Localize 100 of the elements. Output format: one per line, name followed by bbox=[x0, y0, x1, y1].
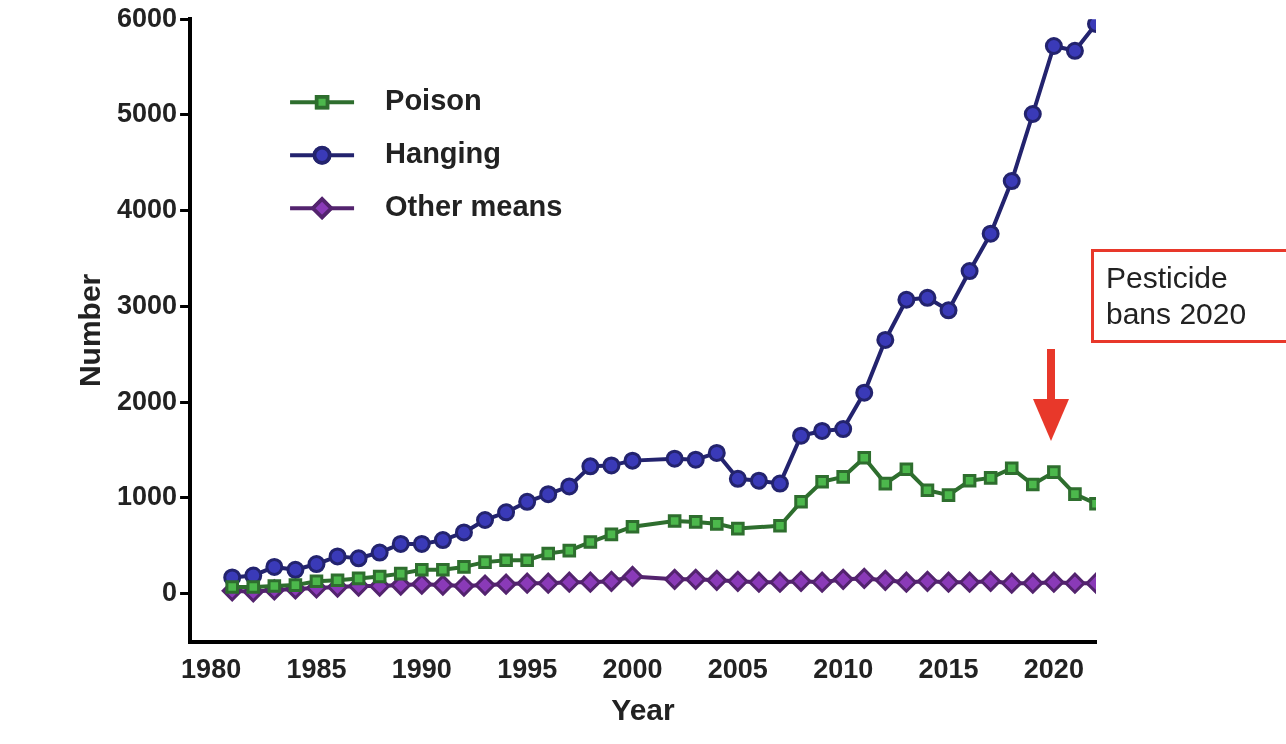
point bbox=[667, 514, 682, 528]
point bbox=[432, 574, 454, 596]
point bbox=[518, 492, 537, 511]
point bbox=[520, 553, 534, 568]
point bbox=[562, 543, 577, 558]
y-tick-label: 4000 bbox=[116, 194, 178, 225]
point bbox=[372, 569, 387, 584]
y-axis-title: Number bbox=[73, 273, 107, 388]
point bbox=[370, 543, 389, 562]
point bbox=[265, 557, 284, 576]
point bbox=[453, 575, 475, 597]
point bbox=[836, 470, 850, 484]
point bbox=[309, 574, 324, 589]
point bbox=[664, 568, 686, 590]
x-tick-label: 2020 bbox=[1023, 654, 1084, 685]
point bbox=[706, 569, 728, 591]
point bbox=[625, 519, 640, 534]
point bbox=[476, 510, 495, 529]
point bbox=[815, 474, 829, 489]
point bbox=[792, 426, 811, 445]
point bbox=[941, 488, 956, 502]
point bbox=[581, 457, 600, 476]
x-tick-label: 2015 bbox=[918, 654, 979, 685]
y-tick-label: 5000 bbox=[116, 98, 178, 129]
point bbox=[834, 420, 853, 439]
point bbox=[874, 569, 896, 591]
point bbox=[558, 571, 580, 593]
point bbox=[832, 568, 854, 590]
point bbox=[685, 568, 707, 590]
point bbox=[391, 534, 410, 553]
point bbox=[478, 555, 492, 569]
point bbox=[918, 288, 937, 307]
point bbox=[962, 473, 977, 488]
point bbox=[895, 571, 917, 593]
point bbox=[1064, 572, 1086, 594]
point bbox=[600, 570, 622, 592]
y-tick-label: 6000 bbox=[116, 2, 178, 33]
point bbox=[1004, 461, 1019, 476]
point bbox=[474, 574, 496, 596]
point bbox=[537, 572, 559, 594]
point bbox=[583, 535, 598, 549]
point bbox=[349, 549, 368, 568]
point bbox=[1044, 37, 1063, 56]
point bbox=[939, 301, 958, 320]
point bbox=[769, 571, 791, 593]
point bbox=[878, 476, 893, 491]
point bbox=[499, 553, 513, 568]
point bbox=[857, 450, 872, 465]
point bbox=[938, 571, 960, 593]
point bbox=[541, 546, 556, 561]
legend-label: Hanging bbox=[385, 137, 502, 170]
x-axis-title: Year bbox=[611, 693, 676, 727]
point bbox=[960, 262, 979, 281]
point bbox=[560, 477, 579, 496]
point bbox=[665, 449, 684, 468]
point bbox=[853, 567, 875, 589]
point bbox=[773, 518, 787, 533]
x-tick-label: 2000 bbox=[602, 654, 663, 685]
point bbox=[1047, 465, 1061, 479]
x-tick-label: 1985 bbox=[286, 654, 347, 685]
point bbox=[415, 562, 429, 577]
x-tick-label: 2010 bbox=[813, 654, 874, 685]
point bbox=[1001, 572, 1023, 594]
point bbox=[748, 571, 770, 593]
y-tick-label: 3000 bbox=[116, 289, 178, 320]
point bbox=[790, 570, 812, 592]
point bbox=[330, 573, 345, 588]
point bbox=[811, 571, 833, 593]
point bbox=[412, 534, 431, 553]
point bbox=[436, 562, 450, 577]
point bbox=[539, 485, 558, 504]
x-tick-label: 1995 bbox=[497, 654, 558, 685]
point bbox=[516, 572, 538, 594]
point bbox=[749, 471, 768, 490]
legend-label: Other means bbox=[385, 190, 563, 223]
point bbox=[728, 469, 747, 488]
point bbox=[770, 474, 789, 493]
point bbox=[731, 521, 745, 536]
point bbox=[433, 531, 452, 550]
point bbox=[393, 566, 408, 581]
point bbox=[457, 560, 471, 574]
point bbox=[286, 560, 305, 579]
point bbox=[1068, 487, 1082, 501]
point bbox=[686, 450, 705, 469]
point bbox=[707, 443, 726, 462]
point bbox=[688, 515, 703, 529]
point bbox=[876, 330, 895, 349]
point bbox=[579, 571, 601, 593]
point bbox=[1065, 41, 1084, 60]
point bbox=[980, 570, 1002, 592]
point bbox=[855, 383, 874, 402]
point bbox=[622, 565, 643, 587]
point bbox=[1043, 571, 1065, 593]
y-tick-label: 1000 bbox=[116, 481, 178, 512]
point bbox=[497, 503, 516, 522]
point bbox=[307, 555, 326, 574]
point bbox=[454, 523, 473, 542]
point bbox=[328, 547, 347, 566]
point bbox=[916, 570, 938, 592]
y-tick-label: 2000 bbox=[116, 385, 178, 416]
